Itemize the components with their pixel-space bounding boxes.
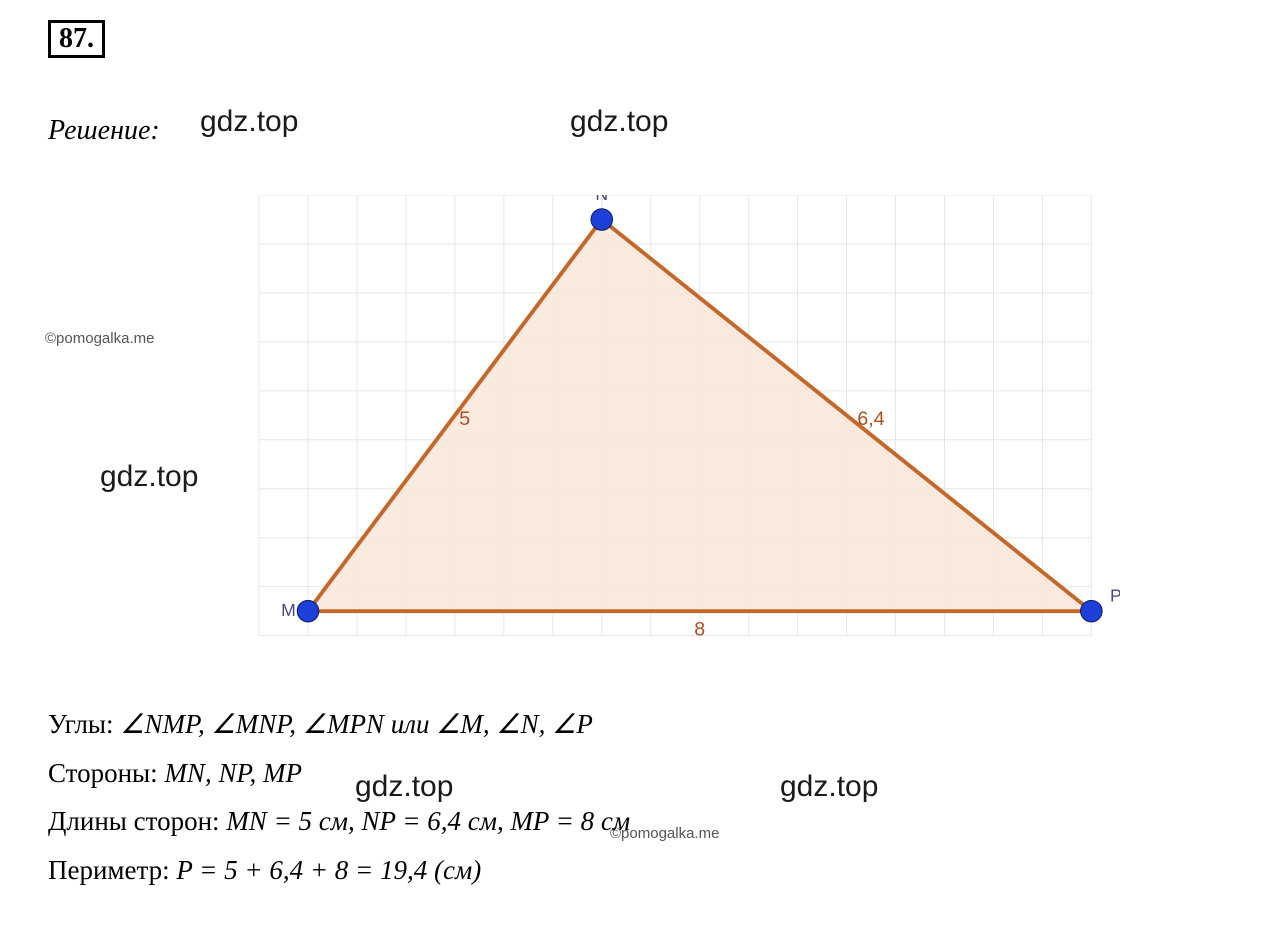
watermark-gdz: gdz.top: [780, 770, 878, 804]
task-number: 87.: [59, 23, 94, 54]
svg-text:P: P: [1110, 585, 1120, 605]
triangle-svg: 5 6,4 8 M N P: [250, 195, 1120, 665]
watermark-gdz: gdz.top: [200, 105, 298, 139]
triangle-diagram: 5 6,4 8 M N P: [250, 195, 1120, 665]
lengths-text: MN = 5 см, NP = 6,4 см, MP = 8 см: [226, 806, 630, 836]
svg-text:5: 5: [459, 408, 470, 430]
answers-block: Углы: ∠NMP, ∠MNP, ∠MPN или ∠M, ∠N, ∠P Ст…: [48, 700, 630, 894]
perimeter-row: Периметр: P = 5 + 6,4 + 8 = 19,4 (см): [48, 846, 630, 895]
angles-text: ∠NMP, ∠MNP, ∠MPN или ∠M, ∠N, ∠P: [120, 709, 593, 739]
svg-text:N: N: [595, 195, 608, 204]
perimeter-text: P = 5 + 6,4 + 8 = 19,4 (см): [176, 855, 481, 885]
task-number-box: 87.: [48, 20, 105, 58]
watermark-gdz: gdz.top: [570, 105, 668, 139]
sides-text: MN, NP, MP: [164, 758, 302, 788]
solution-label: Решение:: [48, 115, 160, 147]
sides-prefix: Стороны:: [48, 758, 164, 788]
lengths-prefix: Длины сторон:: [48, 806, 226, 836]
angles-prefix: Углы:: [48, 709, 120, 739]
angles-row: Углы: ∠NMP, ∠MNP, ∠MPN или ∠M, ∠N, ∠P: [48, 700, 630, 749]
perimeter-prefix: Периметр:: [48, 855, 176, 885]
svg-text:M: M: [281, 600, 296, 620]
watermark-pomogalka: ©pomogalka.me: [45, 330, 154, 347]
svg-text:8: 8: [694, 619, 705, 641]
lengths-row: Длины сторон: MN = 5 см, NP = 6,4 см, MP…: [48, 797, 630, 846]
watermark-gdz: gdz.top: [100, 460, 198, 494]
svg-text:6,4: 6,4: [857, 408, 884, 430]
sides-row: Стороны: MN, NP, MP: [48, 749, 630, 798]
